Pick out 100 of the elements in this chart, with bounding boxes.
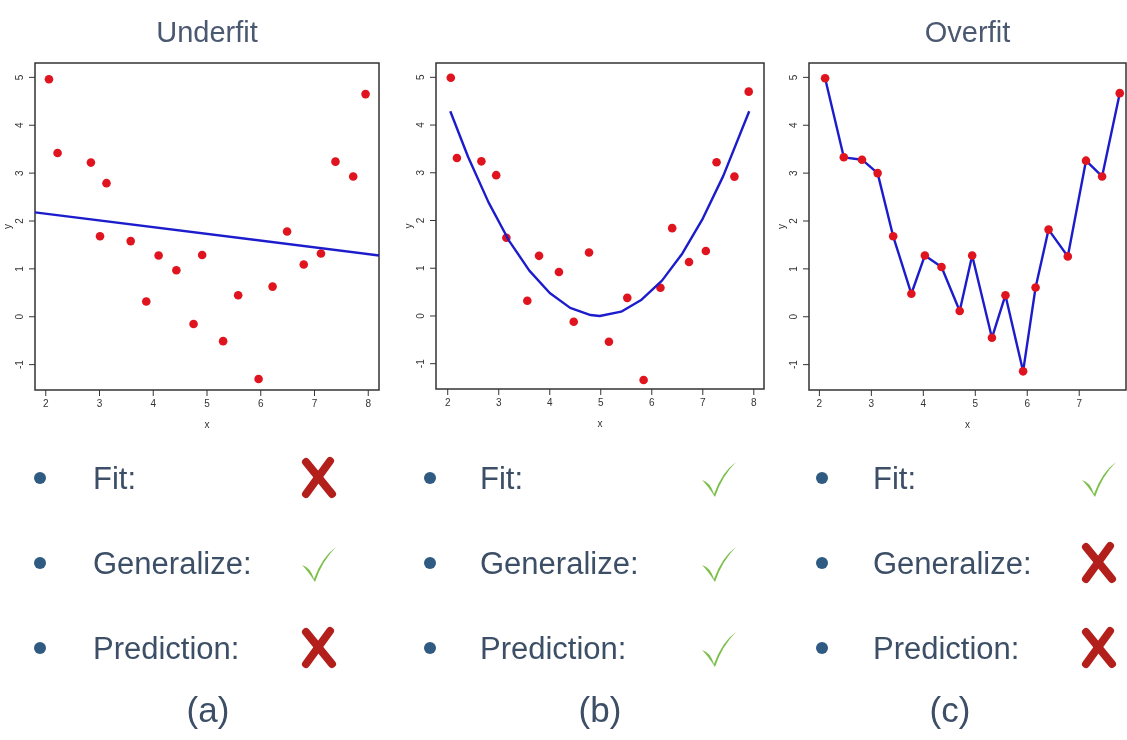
point (299, 260, 309, 269)
point (684, 257, 694, 267)
y-tick-label: 2 (14, 217, 25, 224)
point (477, 157, 486, 166)
x-tick-label: 3 (868, 398, 875, 409)
x-tick-label: 7 (700, 397, 707, 408)
point (744, 87, 753, 96)
text: Generalize: (873, 546, 1032, 581)
x-tick-label: 5 (972, 398, 979, 409)
y-tick-label: 5 (788, 74, 799, 81)
point (189, 319, 198, 329)
x-tick-label: 5 (597, 397, 604, 408)
point (701, 246, 711, 256)
x-tick-label: 8 (751, 397, 758, 408)
point (967, 251, 977, 260)
point (53, 148, 62, 158)
x-tick-label: 6 (257, 398, 264, 409)
point (839, 153, 849, 162)
text: Fit: (93, 461, 137, 496)
x-tick-label: 4 (546, 397, 553, 408)
point (1081, 156, 1091, 165)
point (712, 157, 721, 167)
x-tick-label: 6 (1024, 398, 1031, 409)
point (282, 227, 292, 236)
y-tick-label: 2 (415, 217, 426, 224)
point (126, 236, 135, 246)
point (197, 250, 207, 260)
y-tick-label: 5 (415, 74, 426, 81)
point (534, 251, 544, 261)
point (141, 297, 151, 306)
point (920, 251, 930, 260)
point (730, 172, 739, 181)
point (1018, 367, 1028, 376)
x-axis-title: x (204, 419, 210, 430)
y-tick-label: 3 (415, 169, 426, 176)
x-axis-title: x (965, 419, 970, 430)
point (452, 153, 462, 163)
point (218, 336, 228, 346)
point (1031, 283, 1040, 292)
point (987, 333, 997, 343)
x-tick-label: 7 (1076, 398, 1083, 409)
point (361, 89, 370, 99)
text: Fit: (480, 461, 524, 496)
y-tick-label: 0 (415, 312, 426, 319)
point (907, 289, 916, 299)
point (1063, 252, 1073, 261)
point (268, 282, 277, 291)
point (1097, 172, 1107, 181)
point (331, 157, 340, 166)
line-series (449, 110, 751, 318)
text: Fit: (873, 461, 917, 496)
text: Prediction: (480, 631, 627, 666)
x-axis-title: x (597, 418, 603, 429)
point (1115, 88, 1125, 98)
point (888, 232, 898, 241)
point (584, 248, 594, 257)
point (172, 266, 181, 275)
x-tick-label: 8 (365, 398, 372, 409)
x-tick-label: 3 (495, 397, 502, 408)
y-tick-label: 4 (788, 122, 799, 129)
point (667, 223, 677, 233)
y-tick-label: 2 (788, 217, 799, 224)
point (102, 178, 111, 188)
y-tick-label: 0 (14, 313, 25, 320)
point (873, 168, 882, 178)
x-tick-label: 2 (42, 398, 49, 409)
text: Prediction: (93, 631, 240, 666)
text: (b) (578, 690, 622, 729)
point (622, 293, 632, 303)
point (1044, 225, 1053, 234)
y-tick-label: 1 (14, 265, 25, 272)
point (523, 296, 532, 305)
text: Generalize: (93, 546, 252, 581)
x-tick-label: 6 (648, 397, 655, 408)
x-tick-label: 7 (311, 398, 318, 409)
chart-title: Underfit (156, 16, 258, 48)
point (857, 155, 867, 165)
x-tick-label: 2 (444, 397, 451, 408)
text: (c) (929, 690, 971, 729)
x-tick-label: 4 (150, 398, 157, 409)
point (604, 337, 614, 347)
text: Prediction: (873, 631, 1020, 666)
point (955, 306, 965, 316)
y-tick-label: 4 (14, 122, 25, 129)
y-tick-label: -1 (14, 359, 25, 370)
y-axis-title: y (2, 224, 13, 229)
x-tick-label: 4 (920, 398, 927, 409)
y-tick-label: 5 (14, 74, 25, 81)
point (233, 290, 243, 300)
x-tick-label: 5 (204, 398, 211, 409)
point (446, 73, 456, 83)
text: Generalize: (480, 546, 639, 581)
y-axis-title: y (403, 223, 414, 229)
y-tick-label: 3 (14, 169, 25, 176)
y-tick-label: 0 (788, 313, 799, 320)
y-tick-label: 3 (788, 169, 799, 176)
y-tick-label: 1 (415, 265, 426, 272)
y-tick-label: 1 (788, 265, 799, 272)
point (154, 251, 163, 260)
point (316, 249, 326, 258)
